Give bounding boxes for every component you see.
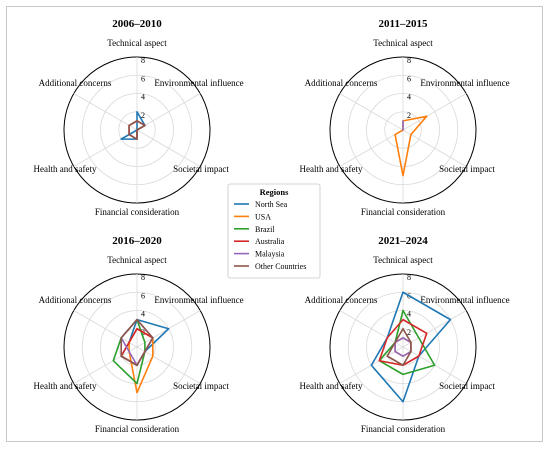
axis-label: Health and safety — [300, 381, 363, 391]
grid-spoke — [73, 346, 138, 384]
grid-spoke — [339, 310, 404, 348]
tick-label: 8 — [141, 273, 145, 282]
legend-label: Brazil — [255, 225, 275, 234]
tick-label: 2 — [141, 111, 145, 120]
axis-label: Financial consideration — [361, 207, 446, 217]
panel-title: 2006–2010 — [112, 18, 162, 30]
radar-panel-2: 2011–2015 2 4 6 8 Technical aspect Environment… — [300, 18, 510, 217]
axis-label: Health and safety — [300, 164, 363, 174]
axis-label: Additional concerns — [39, 295, 112, 305]
legend-box — [227, 183, 321, 279]
axis-label: Societal impact — [173, 381, 229, 391]
axis-label: Environmental influence — [154, 295, 243, 305]
axis-label: Additional concerns — [305, 295, 378, 305]
axis-label: Technical aspect — [373, 255, 433, 265]
grid-spoke — [73, 93, 138, 131]
series-line-other-countries — [386, 327, 412, 367]
grid-spoke — [136, 93, 201, 131]
grid-spoke — [402, 129, 467, 167]
tick-label: 8 — [141, 56, 145, 65]
axis-label: Environmental influence — [420, 78, 509, 88]
tick-label: 6 — [407, 74, 411, 83]
axis-label: Societal impact — [439, 381, 495, 391]
tick-label: 8 — [407, 56, 411, 65]
legend-label: Malaysia — [255, 250, 285, 259]
grid-spoke — [402, 93, 467, 131]
grid-spoke — [402, 310, 467, 348]
tick-label: 6 — [141, 291, 145, 300]
grid-spoke — [339, 93, 404, 131]
tick-label: 4 — [141, 310, 145, 319]
axis-label: Environmental influence — [420, 295, 509, 305]
legend-title: Regions — [260, 187, 290, 197]
axis-label: Technical aspect — [373, 38, 433, 48]
tick-label: 4 — [407, 310, 411, 319]
radar-panel-1: 2006–2010 2 4 6 8 Technical aspect Environment… — [34, 18, 244, 217]
grid-spoke — [339, 129, 404, 167]
panel-title: 2011–2015 — [379, 18, 428, 30]
axis-label: Financial consideration — [95, 207, 180, 217]
axis-label: Technical aspect — [107, 38, 167, 48]
legend-label: Australia — [255, 237, 285, 246]
legend-label: Other Countries — [255, 262, 306, 271]
tick-label: 2 — [407, 111, 411, 120]
axis-label: Additional concerns — [39, 78, 112, 88]
grid-spoke — [136, 346, 201, 384]
axis-label: Additional concerns — [305, 78, 378, 88]
tick-label: 8 — [407, 273, 411, 282]
axis-label: Health and safety — [34, 381, 97, 391]
legend: Regions North Sea USA Brazil Australia Malays… — [227, 183, 321, 279]
legend-label: North Sea — [255, 200, 288, 209]
axis-label: Technical aspect — [107, 255, 167, 265]
axis-label: Financial consideration — [361, 424, 446, 434]
panel-title: 2016–2020 — [112, 235, 162, 247]
axis-label: Health and safety — [34, 164, 97, 174]
tick-label: 4 — [407, 93, 411, 102]
axis-label: Financial consideration — [95, 424, 180, 434]
tick-label: 6 — [141, 74, 145, 83]
panel-title: 2021–2024 — [378, 235, 428, 247]
legend-label: USA — [255, 212, 271, 221]
grid-spoke — [136, 129, 201, 167]
axis-label: Environmental influence — [154, 78, 243, 88]
grid-spoke — [73, 310, 138, 348]
axis-label: Societal impact — [439, 164, 495, 174]
tick-label: 2 — [407, 328, 411, 337]
series-line-other-countries — [128, 120, 146, 140]
tick-label: 4 — [141, 93, 145, 102]
axis-label: Societal impact — [173, 164, 229, 174]
series-line-other-countries — [120, 318, 154, 367]
